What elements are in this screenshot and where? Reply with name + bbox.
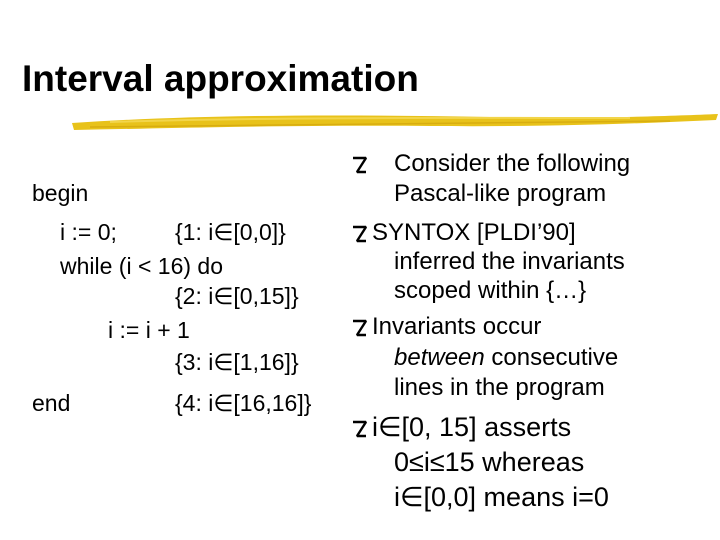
title-underline xyxy=(72,114,718,130)
bullet-line: lines in the program xyxy=(394,374,605,401)
code-annotation-4: {4: i∈[16,16]} xyxy=(175,390,312,416)
z-bullet-icon xyxy=(352,420,367,438)
bullet-line: consecutive xyxy=(491,344,619,371)
bullet-line: i∈[0, 15] asserts xyxy=(372,412,572,442)
code-line-end: end xyxy=(32,390,71,416)
z-bullet-icon xyxy=(352,319,367,337)
bullet-line: i∈[0,0] means i=0 xyxy=(394,482,609,512)
code-annotation-1: {1: i∈[0,0]} xyxy=(175,219,286,245)
emphasis-between: between xyxy=(394,344,485,371)
bullet-line: Consider the following xyxy=(394,150,631,177)
bullet-line: 0≤i≤15 whereas xyxy=(394,447,585,477)
z-bullet-icon xyxy=(352,156,367,174)
bullet-line: SYNTOX [PLDI’90] xyxy=(372,219,576,246)
bullet-line: Pascal-like program xyxy=(394,180,607,207)
code-line-while: while (i < 16) do xyxy=(60,253,223,279)
code-line-begin: begin xyxy=(32,180,89,206)
slide-title: Interval approximation xyxy=(22,58,419,99)
code-annotation-3: {3: i∈[1,16]} xyxy=(175,349,299,375)
bullet-line: inferred the invariants xyxy=(394,248,625,275)
bullet-line: scoped within {…} xyxy=(394,277,587,304)
bullet-line: Invariants occur xyxy=(372,313,542,340)
z-bullet-icon xyxy=(352,225,367,243)
code-line-increment: i := i + 1 xyxy=(108,317,190,343)
bullet-line-emphasis: between consecutive xyxy=(394,344,618,372)
code-line-assign: i := 0; xyxy=(60,219,117,245)
code-annotation-2: {2: i∈[0,15]} xyxy=(175,283,299,309)
